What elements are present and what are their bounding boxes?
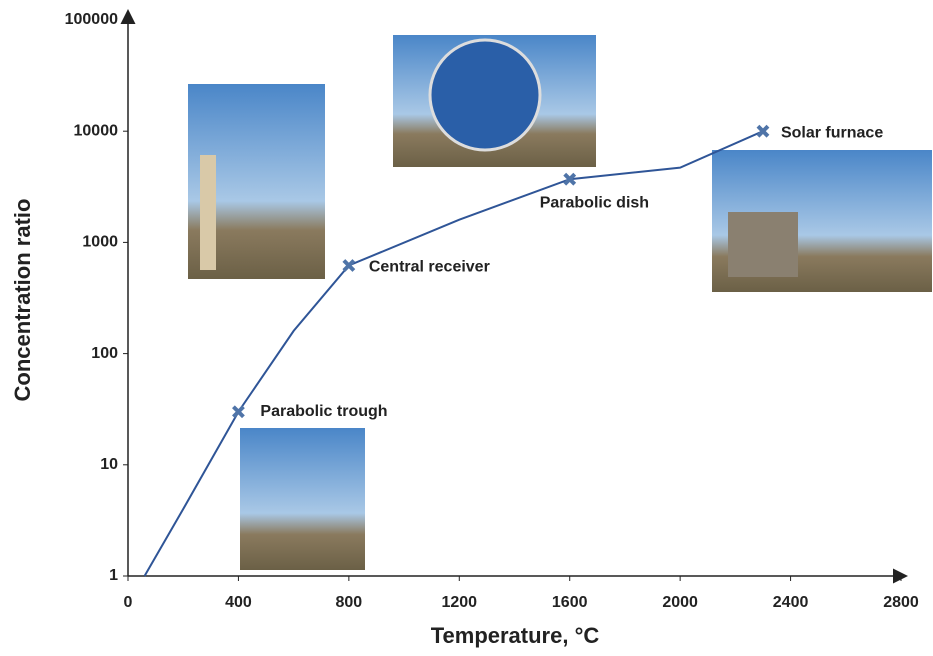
x-tick-label: 0 [124,594,133,611]
point-label: Solar furnace [781,124,883,141]
x-axis-title: Temperature, °C [431,623,600,648]
x-tick-label: 1600 [552,594,588,611]
photo-building [728,212,798,277]
x-tick-label: 2000 [662,594,698,611]
point-label: Parabolic trough [260,403,387,420]
point-label: Parabolic dish [540,194,649,211]
point-label: Central receiver [369,259,490,276]
photo-parabolic-trough [240,428,365,570]
x-tick-label: 2800 [883,594,919,611]
photo-dish [428,38,542,152]
marker [563,172,577,186]
x-tick-label: 1200 [441,594,477,611]
photo-tower [200,155,216,270]
marker [756,124,770,138]
y-tick-label: 10 [100,456,118,473]
y-tick-label: 10000 [74,122,119,139]
photos [188,35,932,570]
x-tick-label: 2400 [773,594,809,611]
y-tick-label: 100 [91,345,118,362]
x-tick-label: 400 [225,594,252,611]
y-tick-label: 1 [109,567,118,584]
marker [232,405,245,419]
y-axis-title: Concentration ratio [10,199,35,402]
y-tick-label: 1000 [82,234,118,251]
marker [342,259,356,272]
y-tick-label: 100000 [65,11,118,28]
x-tick-label: 800 [336,594,363,611]
